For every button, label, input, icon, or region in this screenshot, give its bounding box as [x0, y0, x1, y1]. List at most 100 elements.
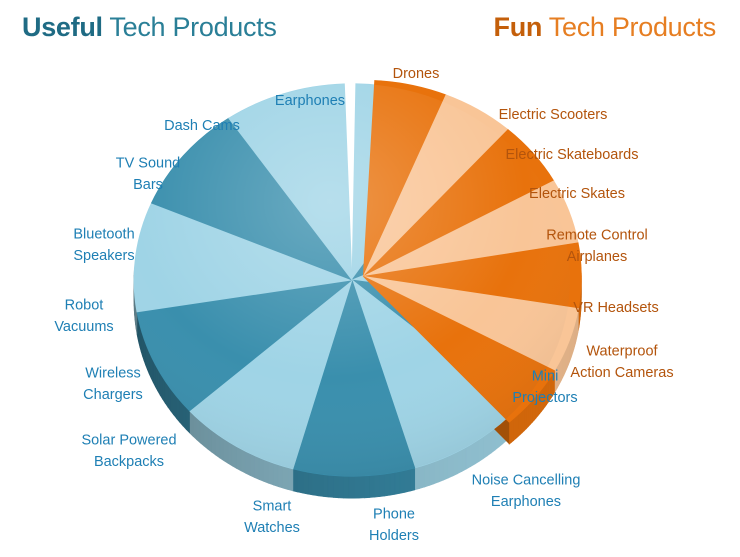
slice-side-wireless-chargers [282, 465, 289, 490]
slice-side-solar-powered-backpacks [292, 468, 299, 493]
slice-side-wireless-chargers [240, 448, 246, 474]
slice-side-waterproof-action-cameras [511, 417, 514, 443]
slice-side-solar-powered-backpacks [409, 467, 416, 492]
label-electric-skates: Electric Skates [529, 186, 625, 202]
slice-side-wireless-chargers [223, 438, 229, 464]
label-dash-cams: Dash Cams [164, 118, 240, 134]
slice-side-solar-powered-backpacks [369, 474, 375, 498]
slice-side-solar-powered-backpacks [394, 471, 401, 495]
slice-side-wireless-chargers [254, 455, 260, 480]
slice-side-solar-powered-backpacks [363, 475, 370, 499]
label-electric-scooters: Electric Scooters [499, 107, 608, 123]
slice-side-solar-powered-backpacks [389, 472, 396, 496]
fun-title-bold: Fun [493, 12, 543, 42]
slice-side-waterproof-action-cameras [526, 403, 529, 430]
slice-side-wireless-chargers [196, 416, 201, 444]
pie-top-layer [133, 80, 582, 477]
slice-side-wireless-chargers [287, 467, 294, 492]
slice-side-smart-watches [433, 459, 440, 485]
slice-side-solar-powered-backpacks [312, 472, 319, 497]
useful-title: Useful Tech Products [22, 12, 277, 43]
slice-side-wireless-chargers [249, 452, 255, 478]
slice-side-waterproof-action-cameras [521, 407, 525, 434]
slice-side-robot-vacuums [179, 399, 184, 427]
slice-side-waterproof-action-cameras [508, 419, 512, 445]
slice-side-solar-powered-backpacks [353, 475, 360, 499]
slice-side-wireless-chargers [263, 459, 269, 484]
slice-side-waterproof-action-cameras [524, 405, 527, 432]
slice-side-solar-powered-backpacks [333, 475, 339, 499]
slice-side-wireless-chargers [192, 413, 197, 441]
slice-side-smart-watches [470, 441, 476, 468]
slice-side-smart-watches [482, 433, 488, 460]
label-earphones: Earphones [275, 93, 345, 109]
slice-side-waterproof-action-cameras [515, 413, 519, 440]
label-bluetooth-speakers: Bluetooth Speakers [73, 226, 134, 264]
slice-side-smart-watches [452, 451, 458, 477]
slice-side-wireless-chargers [268, 460, 274, 486]
slice-side-smart-watches [419, 464, 425, 489]
slice-side-solar-powered-backpacks [297, 469, 304, 494]
label-solar-powered-backpacks: Solar Powered Backpacks [81, 432, 176, 470]
label-vr-headsets: VR Headsets [573, 300, 658, 316]
slice-side-wireless-chargers [215, 432, 221, 459]
slice-side-smart-watches [429, 461, 435, 486]
slice-side-solar-powered-backpacks [317, 473, 324, 497]
slice-side-wireless-chargers [258, 457, 265, 482]
slice-side-solar-powered-backpacks [374, 474, 380, 498]
label-robot-vacuums: Robot Vacuums [54, 297, 113, 335]
slice-side-smart-watches [487, 430, 492, 457]
label-electric-skateboards: Electric Skateboards [506, 147, 639, 163]
slice-side-solar-powered-backpacks [343, 475, 350, 499]
slice-side-wireless-chargers [207, 426, 212, 453]
label-mini-projectors: Mini Projectors [512, 368, 577, 406]
label-phone-holders: Phone Holders [369, 506, 419, 544]
slice-side-solar-powered-backpacks [322, 474, 329, 498]
slice-side-wireless-chargers [189, 410, 194, 437]
slice-side-solar-powered-backpacks [384, 472, 391, 497]
slice-side-wireless-chargers [211, 429, 216, 456]
slice-side-solar-powered-backpacks [404, 468, 411, 493]
label-remote-control-airplanes: Remote Control Airplanes [546, 227, 648, 265]
slice-side-smart-watches [465, 444, 471, 470]
useful-title-bold: Useful [22, 12, 103, 42]
slice-side-smart-watches [438, 457, 444, 483]
label-smart-watches: Smart Watches [244, 498, 300, 536]
slice-side-wireless-chargers [236, 445, 242, 472]
slice-side-wireless-chargers [219, 435, 225, 462]
slice-side-waterproof-action-cameras [519, 409, 523, 436]
slice-side-smart-watches [443, 455, 449, 481]
slice-side-wireless-chargers [231, 443, 237, 469]
slice-side-solar-powered-backpacks [399, 469, 406, 494]
fun-title: Fun Tech Products [493, 12, 717, 43]
slice-side-solar-powered-backpacks [379, 473, 385, 497]
slice-side-wireless-chargers [227, 440, 233, 467]
slice-side-solar-powered-backpacks [338, 475, 344, 499]
slice-side-solar-powered-backpacks [302, 470, 309, 495]
label-wireless-chargers: Wireless Chargers [83, 365, 143, 403]
label-noise-cancelling-earphones: Noise Cancelling Earphones [472, 472, 581, 510]
slice-side-solar-powered-backpacks [358, 475, 365, 499]
slice-side-smart-watches [414, 466, 420, 491]
slice-side-wireless-chargers [203, 423, 209, 450]
slice-side-smart-watches [490, 427, 496, 454]
slice-side-solar-powered-backpacks [348, 475, 355, 499]
fun-title-rest: Tech Products [542, 12, 717, 42]
slice-side-solar-powered-backpacks [307, 471, 314, 496]
slice-side-wireless-chargers [277, 464, 284, 489]
slice-side-wireless-chargers [273, 462, 279, 488]
pie-labels: Earphones Mini Projectors Noise Cancelling E… [54, 66, 673, 544]
slice-side-smart-watches [424, 463, 430, 488]
useful-title-rest: Tech Products [102, 12, 277, 42]
slice-side-robot-vacuums [176, 395, 180, 423]
label-waterproof-action-cameras: Waterproof Action Cameras [570, 343, 673, 381]
slice-side-robot-vacuums [185, 406, 190, 434]
slice-side-wireless-chargers [245, 450, 251, 476]
label-drones: Drones [393, 66, 440, 82]
slice-side-smart-watches [478, 436, 484, 462]
slice-side-smart-watches [461, 446, 467, 472]
slice-side-smart-watches [447, 453, 454, 479]
slice-side-solar-powered-backpacks [327, 474, 334, 498]
slice-side-smart-watches [457, 448, 463, 475]
